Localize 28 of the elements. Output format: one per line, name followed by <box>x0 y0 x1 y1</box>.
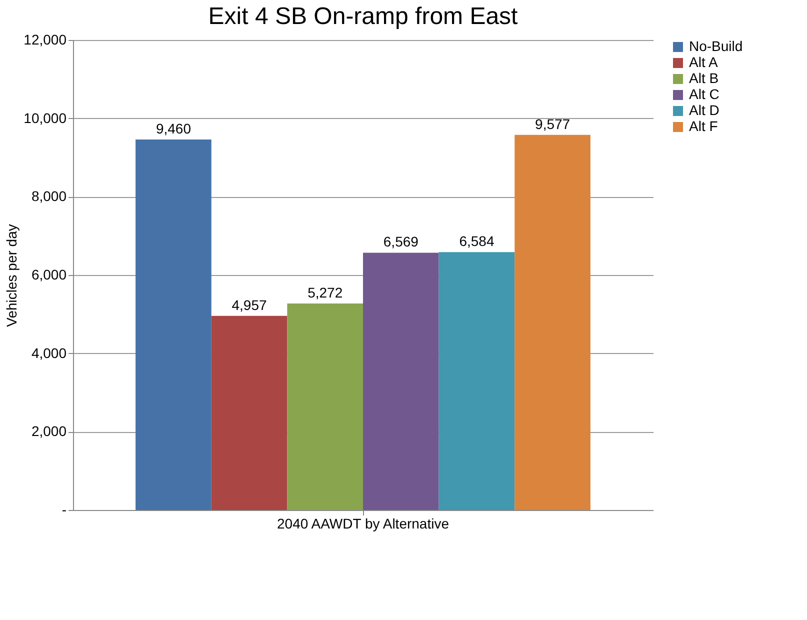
y-tick-label: 8,000 <box>31 188 67 204</box>
legend-label: Alt C <box>689 86 720 102</box>
legend-label: Alt F <box>689 118 718 134</box>
bar <box>136 139 212 510</box>
chart-title: Exit 4 SB On-ramp from East <box>208 3 518 30</box>
legend-label: No-Build <box>689 38 743 54</box>
legend-label: Alt A <box>689 54 718 70</box>
y-tick-label: - <box>62 502 67 518</box>
data-label: 4,957 <box>232 296 267 313</box>
bar <box>211 316 288 510</box>
data-label: 9,460 <box>156 120 192 136</box>
bar <box>287 304 363 510</box>
bar <box>514 134 590 510</box>
legend-label: Alt D <box>689 102 720 118</box>
y-axis-title: Vehicles per day <box>4 224 20 327</box>
y-tick-label: 10,000 <box>24 110 67 126</box>
legend-label: Alt B <box>689 70 719 86</box>
data-label: 5,272 <box>308 284 343 301</box>
bar <box>363 252 439 510</box>
y-tick-label: 2,000 <box>31 423 67 440</box>
y-tick-label: 4,000 <box>31 344 67 361</box>
x-tick-label: 2040 AAWDT by Alternative <box>277 516 450 532</box>
bar <box>438 252 515 510</box>
data-label: 6,569 <box>383 234 419 250</box>
y-tick-label: 12,000 <box>24 32 67 48</box>
data-label: 6,584 <box>459 233 494 250</box>
data-label: 9,577 <box>535 116 570 132</box>
y-tick-label: 6,000 <box>31 266 67 282</box>
